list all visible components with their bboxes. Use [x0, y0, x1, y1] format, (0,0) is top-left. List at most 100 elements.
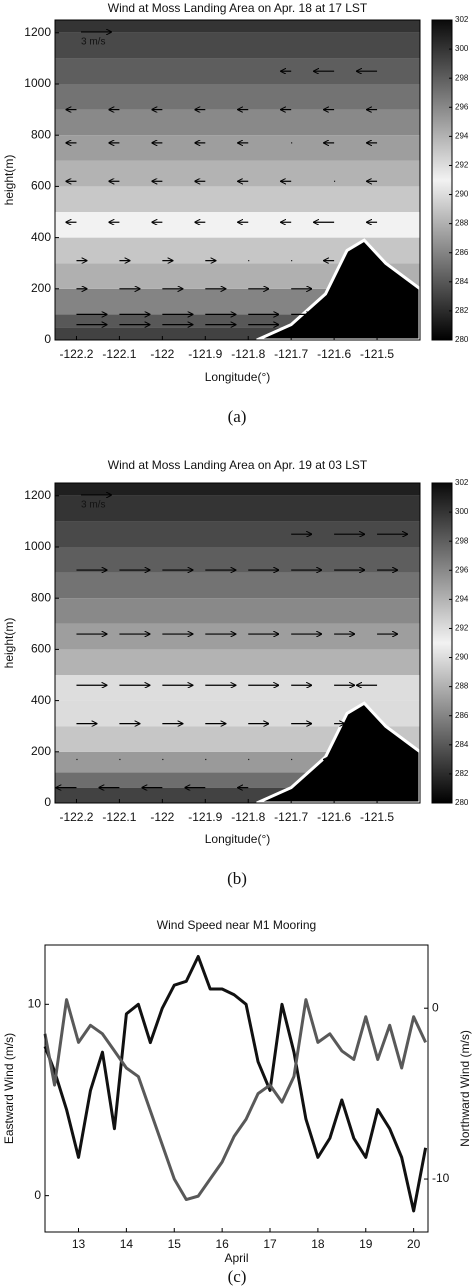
colorbar-tick-label: 288: [455, 682, 469, 691]
chart-title: Wind at Moss Landing Area on Apr. 18 at …: [108, 1, 368, 15]
x-tick-label: 17: [263, 1237, 277, 1251]
colorbar-tick-label: 294: [455, 131, 469, 140]
x-tick-label: -122.1: [102, 810, 136, 824]
colorbar-tick-label: 290: [455, 653, 469, 662]
colorbar-tick-label: 284: [455, 740, 469, 749]
contour-band: [55, 623, 420, 650]
x-tick-label: 15: [168, 1237, 182, 1251]
x-tick-label: -121.7: [274, 810, 308, 824]
contour-band: [55, 84, 420, 110]
x-tick-label: -121.6: [317, 347, 351, 361]
colorbar-tick-label: 286: [455, 711, 469, 720]
contour-band: [55, 109, 420, 136]
y-axis-label: height(m): [2, 618, 16, 669]
colorbar-tick-label: 300: [455, 507, 469, 516]
y-tick-label: 600: [31, 179, 51, 193]
contour-band: [55, 547, 420, 573]
terrain: [256, 701, 420, 803]
chart-title: Wind at Moss Landing Area on Apr. 19 at …: [108, 458, 368, 472]
colorbar-tick-label: 290: [455, 190, 469, 199]
colorbar-tick-label: 286: [455, 248, 469, 257]
x-axis-label: April: [224, 1251, 248, 1265]
series-line: [43, 954, 428, 1213]
scale-label: 3 m/s: [81, 37, 105, 48]
colorbar: [431, 19, 453, 341]
x-tick-label: -121.5: [360, 347, 394, 361]
caption: (a): [228, 407, 247, 426]
colorbar-tick-label: 292: [455, 161, 469, 170]
colorbar-tick-label: 284: [455, 277, 469, 286]
x-tick-label: -121.8: [231, 810, 265, 824]
colorbar: [431, 482, 453, 804]
frame: [44, 944, 429, 1233]
y-tick-label: 1200: [24, 488, 51, 502]
colorbar-tick-label: 298: [455, 73, 469, 82]
x-tick-label: -121.9: [188, 810, 222, 824]
y-tick-label: 200: [31, 744, 51, 758]
y-tick-label: 0: [44, 332, 51, 346]
y-tick-label: 0: [44, 795, 51, 809]
y-tick-label: 800: [31, 127, 51, 141]
colorbar-tick-label: 296: [455, 102, 469, 111]
y-tick-label: 0: [34, 1188, 41, 1202]
contour-band: [55, 135, 420, 161]
colorbar-tick-label: 302: [455, 15, 469, 24]
contour-band: [55, 521, 420, 547]
x-tick-label: -121.8: [231, 347, 265, 361]
x-tick-label: 18: [311, 1237, 325, 1251]
y2-tick-label: -10: [432, 1171, 450, 1185]
contour-band: [55, 186, 420, 212]
x-tick-label: 20: [407, 1237, 421, 1251]
contour-band: [55, 483, 420, 496]
y-tick-label: 1000: [24, 76, 51, 90]
frame: [54, 19, 421, 341]
frame: [54, 482, 421, 804]
x-tick-label: 14: [120, 1237, 134, 1251]
x-tick-label: -121.6: [317, 810, 351, 824]
contour-band: [55, 160, 420, 187]
x-tick-label: 13: [72, 1237, 86, 1251]
y-tick-label: 200: [31, 281, 51, 295]
y-tick-label: 1000: [24, 539, 51, 553]
x-tick-label: -122.1: [102, 347, 136, 361]
x-tick-label: -122.2: [59, 347, 93, 361]
y-tick-label: 10: [28, 996, 42, 1010]
colorbar-tick-label: 302: [455, 478, 469, 487]
colorbar-tick-label: 294: [455, 594, 469, 603]
x-tick-label: 19: [359, 1237, 373, 1251]
colorbar-tick-label: 280: [455, 798, 469, 807]
colorbar-tick-label: 282: [455, 769, 469, 778]
x-tick-label: -121.9: [188, 347, 222, 361]
x-tick-label: -122: [150, 347, 174, 361]
contour-band: [55, 649, 420, 675]
contour-band: [55, 572, 420, 599]
y-axis-label: height(m): [2, 155, 16, 206]
colorbar-tick-label: 282: [455, 306, 469, 315]
colorbar-tick-label: 280: [455, 335, 469, 344]
colorbar-tick-label: 296: [455, 565, 469, 574]
y2-axis-label: Northward Wind (m/s): [458, 1030, 472, 1147]
contour-band: [55, 32, 420, 59]
y-tick-label: 600: [31, 642, 51, 656]
colorbar-tick-label: 298: [455, 536, 469, 545]
y-tick-label: 1200: [24, 25, 51, 39]
colorbar-tick-label: 292: [455, 624, 469, 633]
plot-area: [55, 20, 420, 340]
y-tick-label: 800: [31, 590, 51, 604]
contour-band: [55, 675, 420, 701]
caption: (c): [228, 1267, 247, 1286]
x-axis-label: Longitude(°): [205, 832, 271, 846]
plot-area: [55, 483, 420, 803]
series-line: [43, 998, 427, 1202]
chart-title: Wind Speed near M1 Mooring: [157, 918, 316, 932]
y-tick-label: 400: [31, 693, 51, 707]
x-tick-label: -121.5: [360, 810, 394, 824]
y-axis-label: Eastward Wind (m/s): [2, 1033, 16, 1144]
y-tick-label: 400: [31, 230, 51, 244]
x-tick-label: -122: [150, 810, 174, 824]
x-tick-label: 16: [215, 1237, 229, 1251]
caption: (b): [227, 869, 247, 888]
contour-band: [55, 598, 420, 624]
contour-band: [55, 20, 420, 33]
